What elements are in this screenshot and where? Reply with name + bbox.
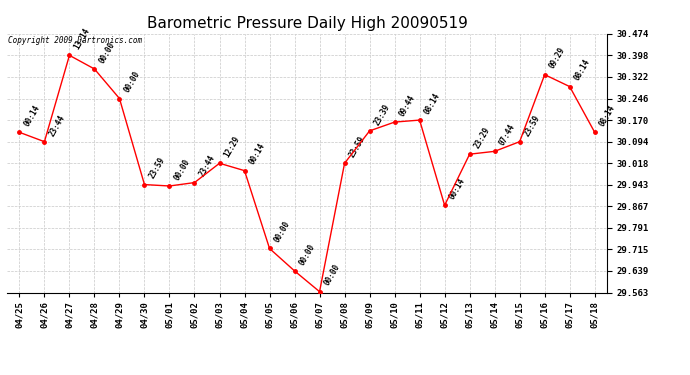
Text: 00:14: 00:14 (247, 142, 266, 166)
Text: 23:59: 23:59 (522, 113, 542, 138)
Text: 23:29: 23:29 (473, 126, 492, 150)
Text: 08:14: 08:14 (598, 104, 617, 128)
Text: 00:00: 00:00 (97, 40, 117, 65)
Title: Barometric Pressure Daily High 20090519: Barometric Pressure Daily High 20090519 (146, 16, 468, 31)
Text: 23:59: 23:59 (147, 156, 166, 180)
Text: 07:44: 07:44 (497, 123, 517, 147)
Text: 00:00: 00:00 (122, 70, 141, 94)
Text: 00:00: 00:00 (172, 157, 192, 182)
Text: 09:29: 09:29 (547, 46, 566, 70)
Text: 00:00: 00:00 (297, 242, 317, 267)
Text: 13:14: 13:14 (72, 27, 92, 51)
Text: 00:00: 00:00 (273, 220, 292, 244)
Text: 00:14: 00:14 (447, 177, 466, 201)
Text: 09:44: 09:44 (397, 93, 417, 118)
Text: 00:14: 00:14 (22, 104, 41, 128)
Text: 08:14: 08:14 (573, 58, 592, 82)
Text: 23:59: 23:59 (347, 135, 366, 159)
Text: 12:29: 12:29 (222, 135, 242, 159)
Text: 23:44: 23:44 (197, 154, 217, 178)
Text: 23:39: 23:39 (373, 102, 392, 127)
Text: 08:14: 08:14 (422, 92, 442, 116)
Text: Copyright 2009 Dartronics.com: Copyright 2009 Dartronics.com (8, 36, 142, 45)
Text: 00:00: 00:00 (322, 263, 342, 288)
Text: 23:44: 23:44 (47, 113, 66, 138)
